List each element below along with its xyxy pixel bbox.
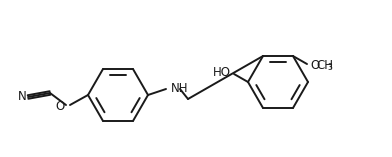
Text: CH: CH — [316, 59, 333, 72]
Text: 3: 3 — [327, 62, 332, 72]
Text: HO: HO — [213, 65, 231, 78]
Text: NH: NH — [171, 81, 189, 95]
Text: O: O — [310, 59, 319, 72]
Text: N: N — [18, 89, 26, 103]
Text: O: O — [56, 100, 65, 113]
